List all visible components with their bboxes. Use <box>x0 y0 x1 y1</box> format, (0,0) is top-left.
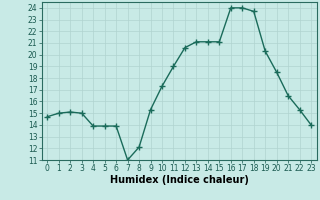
X-axis label: Humidex (Indice chaleur): Humidex (Indice chaleur) <box>110 175 249 185</box>
